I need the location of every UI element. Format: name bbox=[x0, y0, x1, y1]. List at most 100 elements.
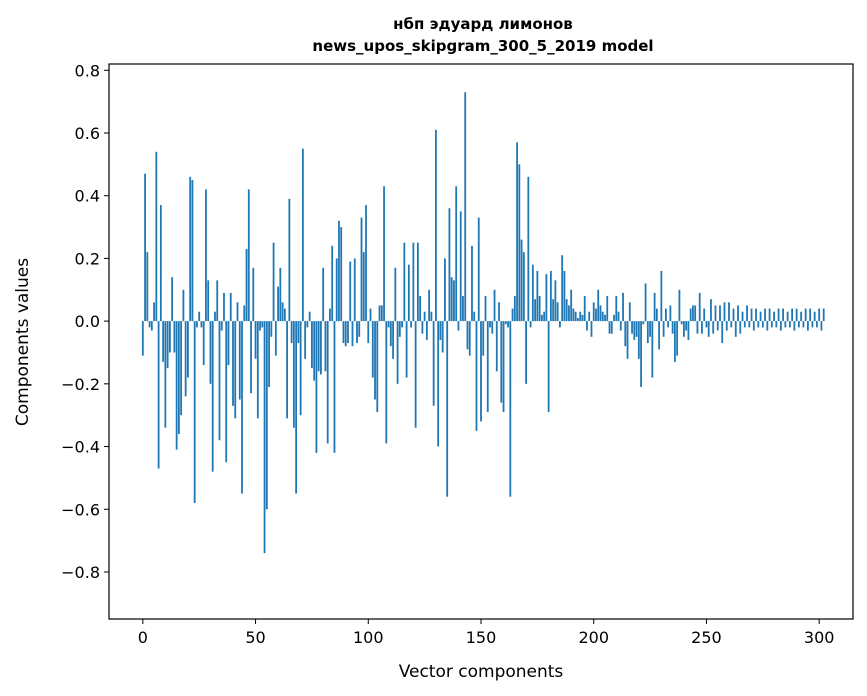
bar-82 bbox=[326, 321, 329, 444]
bar-42 bbox=[236, 302, 239, 322]
bar-266 bbox=[741, 311, 744, 322]
bar-62 bbox=[281, 302, 284, 322]
bar-127 bbox=[428, 289, 431, 322]
bar-286 bbox=[786, 311, 789, 322]
bar-159 bbox=[500, 321, 503, 403]
bar-41 bbox=[234, 321, 237, 419]
bar-192 bbox=[574, 311, 577, 322]
bar-265 bbox=[739, 321, 742, 334]
bar-183 bbox=[554, 280, 557, 322]
x-tick-label: 50 bbox=[245, 628, 265, 647]
bar-255 bbox=[716, 321, 719, 331]
bar-31 bbox=[211, 321, 214, 472]
bar-294 bbox=[804, 308, 807, 322]
bar-120 bbox=[412, 242, 415, 322]
bar-64 bbox=[286, 321, 289, 419]
bar-38 bbox=[227, 321, 230, 366]
bar-115 bbox=[401, 321, 403, 328]
bars-group bbox=[141, 92, 825, 554]
x-tick-label: 0 bbox=[138, 628, 148, 647]
bar-55 bbox=[265, 321, 268, 510]
bar-254 bbox=[714, 305, 717, 322]
bar-246 bbox=[696, 321, 699, 334]
bar-43 bbox=[238, 321, 241, 400]
bar-290 bbox=[795, 308, 798, 322]
bar-143 bbox=[464, 92, 467, 322]
bar-1 bbox=[144, 173, 146, 322]
bar-44 bbox=[241, 321, 243, 494]
bar-210 bbox=[615, 296, 618, 322]
bar-48 bbox=[250, 321, 252, 394]
bar-69 bbox=[297, 321, 300, 344]
bar-119 bbox=[410, 321, 413, 328]
bar-102 bbox=[371, 321, 374, 378]
bar-72 bbox=[304, 321, 307, 359]
bar-263 bbox=[734, 321, 737, 337]
bar-79 bbox=[320, 321, 322, 375]
bar-182 bbox=[552, 299, 555, 322]
bar-85 bbox=[333, 321, 336, 453]
bar-289 bbox=[793, 321, 796, 331]
x-tick-label: 250 bbox=[691, 628, 722, 647]
bar-279 bbox=[770, 321, 773, 328]
bar-136 bbox=[448, 208, 451, 322]
bar-242 bbox=[687, 321, 690, 340]
bar-144 bbox=[466, 321, 469, 350]
bar-218 bbox=[633, 321, 636, 340]
bar-59 bbox=[274, 321, 277, 356]
bar-226 bbox=[651, 321, 654, 378]
bar-232 bbox=[664, 308, 667, 322]
bar-49 bbox=[252, 267, 255, 322]
bar-298 bbox=[813, 311, 816, 322]
bar-50 bbox=[254, 321, 257, 359]
bar-161 bbox=[504, 321, 507, 325]
bar-25 bbox=[198, 311, 201, 322]
bar-104 bbox=[376, 321, 379, 413]
bar-95 bbox=[356, 321, 358, 344]
bar-190 bbox=[570, 289, 573, 322]
bar-235 bbox=[671, 321, 674, 334]
bar-295 bbox=[807, 321, 809, 331]
bar-20 bbox=[187, 321, 189, 378]
bar-8 bbox=[159, 205, 162, 322]
bar-264 bbox=[737, 305, 739, 322]
bar-130 bbox=[435, 129, 437, 322]
bar-12 bbox=[168, 321, 171, 353]
bar-180 bbox=[547, 321, 550, 413]
bar-4 bbox=[150, 321, 153, 331]
bar-268 bbox=[746, 305, 748, 322]
bar-132 bbox=[439, 321, 442, 340]
bar-53 bbox=[261, 321, 264, 328]
x-ticks: 0 50 100 150 200 250 300 bbox=[138, 619, 834, 647]
x-tick-label: 150 bbox=[466, 628, 497, 647]
bar-75 bbox=[311, 321, 313, 369]
bar-45 bbox=[243, 305, 246, 322]
bar-292 bbox=[800, 311, 803, 322]
bar-106 bbox=[380, 305, 383, 322]
bar-123 bbox=[419, 296, 422, 322]
bar-57 bbox=[270, 321, 273, 337]
x-tick-label: 200 bbox=[578, 628, 609, 647]
bar-133 bbox=[441, 321, 444, 353]
bar-87 bbox=[338, 220, 340, 322]
bar-300 bbox=[818, 308, 821, 322]
bar-33 bbox=[216, 280, 219, 322]
bar-90 bbox=[344, 321, 347, 347]
bar-296 bbox=[809, 308, 812, 322]
bar-302 bbox=[822, 308, 825, 322]
bar-14 bbox=[173, 321, 176, 353]
y-tick-label: 0.2 bbox=[75, 249, 100, 268]
bar-250 bbox=[705, 321, 708, 328]
bar-162 bbox=[507, 321, 509, 328]
bar-269 bbox=[748, 321, 751, 328]
bar-184 bbox=[556, 302, 559, 322]
bar-259 bbox=[725, 321, 728, 331]
bar-56 bbox=[268, 321, 270, 387]
bar-238 bbox=[678, 289, 681, 322]
bar-273 bbox=[757, 321, 760, 328]
bar-47 bbox=[247, 189, 250, 322]
bar-128 bbox=[430, 311, 433, 322]
y-tick-label: 0.4 bbox=[75, 187, 100, 206]
bar-248 bbox=[701, 321, 703, 334]
bar-39 bbox=[229, 292, 232, 322]
